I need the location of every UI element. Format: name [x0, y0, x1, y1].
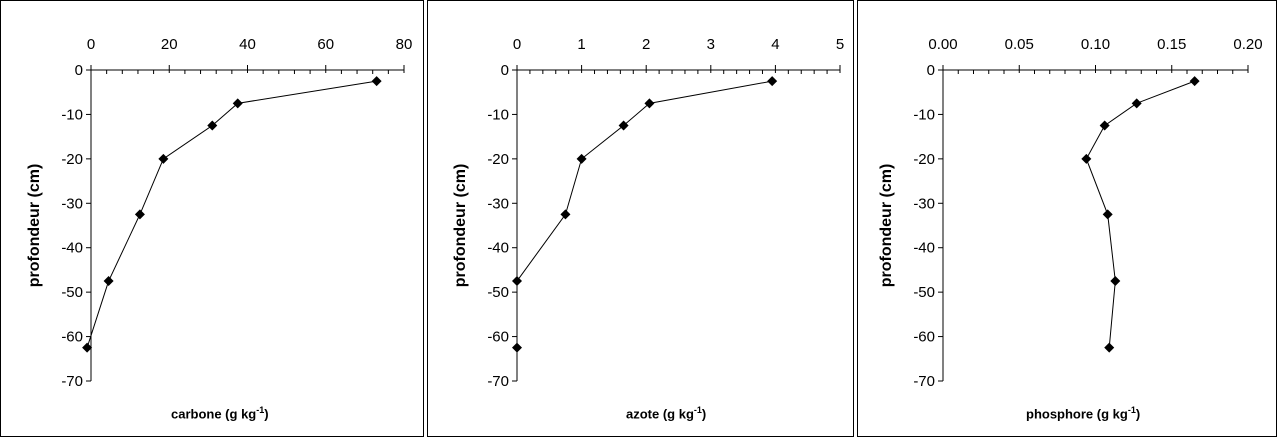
x-axis-label-text: phosphore (g kg — [1026, 406, 1128, 422]
x-tick-label: 1 — [577, 36, 585, 53]
y-tick-label: -40 — [487, 240, 509, 257]
x-axis-label-exponent: -1 — [256, 405, 265, 415]
y-tick-label: -20 — [61, 151, 83, 168]
x-tick-label: 0 — [513, 36, 521, 53]
x-axis-label-suffix: ) — [1135, 406, 1141, 422]
data-point-marker — [1099, 120, 1110, 131]
x-tick-label: 80 — [396, 36, 413, 53]
series-line — [86, 80, 377, 348]
x-tick-label: 0.00 — [928, 36, 957, 53]
x-tick-label: 5 — [836, 36, 844, 53]
data-point-marker — [512, 276, 522, 287]
chart-azote: 0 1 2 3 4 5 0 -10 -20 -30 -40 -50 -60 -70 profondeur (… — [452, 36, 844, 390]
y-tick-label: -60 — [487, 329, 509, 346]
y-tick-label: 0 — [927, 62, 935, 79]
data-point-marker — [82, 342, 93, 353]
data-point-marker — [1131, 98, 1142, 109]
y-tick-label: -50 — [61, 284, 83, 301]
y-tick-label: -20 — [913, 151, 935, 168]
x-axis-label-text: carbone (g kg — [171, 406, 257, 422]
y-tick-label: -10 — [487, 106, 509, 123]
x-tick-label: 0 — [87, 36, 95, 53]
chart-panel-phosphore: 0.00 0.05 0.10 0.15 0.20 0 -10 -20 -30 -40 -50 -60 -… — [857, 0, 1277, 437]
y-tick-label: -30 — [913, 195, 935, 212]
data-point-marker — [1104, 342, 1115, 353]
x-axis-label-exponent: -1 — [693, 405, 702, 415]
data-point-marker — [560, 209, 571, 220]
data-point-marker — [1189, 76, 1200, 87]
y-tick-label: -70 — [487, 373, 509, 390]
data-point-marker — [1081, 153, 1092, 164]
chart-panel-carbone: 0 20 40 60 80 0 -10 -20 -30 -40 -50 -60 -70 profondeu… — [0, 0, 424, 437]
data-point-marker — [134, 209, 145, 220]
y-axis-label: profondeur (cm) — [878, 164, 895, 288]
y-tick-label: -40 — [61, 240, 83, 257]
series-line — [516, 80, 773, 282]
x-axis-label-exponent: -1 — [1127, 405, 1136, 415]
data-point-marker — [207, 120, 218, 131]
y-tick-label: -30 — [487, 195, 509, 212]
x-tick-label: 4 — [771, 36, 779, 53]
x-axis-label-carbone: carbone (g kg-1) — [171, 405, 269, 421]
y-axis-label: profondeur (cm) — [26, 164, 43, 288]
x-tick-label: 40 — [239, 36, 256, 53]
y-tick-label: 0 — [501, 62, 509, 79]
y-tick-label: 0 — [75, 62, 83, 79]
x-axis-label-phosphore: phosphore (g kg-1) — [1026, 405, 1140, 421]
data-point-marker — [103, 276, 114, 287]
data-point-marker — [644, 98, 655, 109]
x-tick-label: 0.10 — [1081, 36, 1110, 53]
x-tick-label: 0.15 — [1157, 36, 1186, 53]
data-point-marker — [512, 342, 522, 353]
y-tick-label: -70 — [913, 373, 935, 390]
x-tick-label: 60 — [317, 36, 334, 53]
x-tick-label: 20 — [161, 36, 178, 53]
y-tick-label: -40 — [913, 240, 935, 257]
x-tick-label: 0.20 — [1233, 36, 1262, 53]
chart-carbone: 0 20 40 60 80 0 -10 -20 -30 -40 -50 -60 -70 profondeu… — [26, 36, 413, 390]
x-axis-label-text: azote (g kg — [626, 406, 694, 422]
data-point-marker — [576, 153, 587, 164]
y-tick-label: -60 — [61, 329, 83, 346]
x-tick-label: 3 — [707, 36, 715, 53]
y-tick-label: -50 — [487, 284, 509, 301]
y-tick-label: -10 — [913, 106, 935, 123]
data-point-marker — [232, 98, 243, 109]
y-axis-label: profondeur (cm) — [452, 164, 469, 288]
data-point-marker — [371, 76, 382, 87]
x-axis-label-suffix: ) — [264, 406, 269, 422]
y-tick-label: -10 — [61, 106, 83, 123]
y-tick-label: -30 — [61, 195, 83, 212]
x-axis-label-azote: azote (g kg-1) — [626, 405, 706, 421]
data-point-marker — [767, 76, 778, 87]
chart-phosphore: 0.00 0.05 0.10 0.15 0.20 0 -10 -20 -30 -40 -50 -60 -… — [878, 36, 1263, 390]
y-tick-label: -20 — [487, 151, 509, 168]
y-tick-label: -60 — [913, 329, 935, 346]
chart-panel-azote: 0 1 2 3 4 5 0 -10 -20 -30 -40 -50 -60 -70 profondeur (… — [427, 0, 854, 437]
series-line — [1085, 80, 1195, 348]
data-point-marker — [158, 153, 169, 164]
y-tick-label: -50 — [913, 284, 935, 301]
x-tick-label: 2 — [642, 36, 650, 53]
y-tick-label: -70 — [61, 373, 83, 390]
x-axis-label-suffix: ) — [701, 406, 707, 422]
data-point-marker — [1102, 209, 1113, 220]
x-tick-label: 0.05 — [1005, 36, 1034, 53]
data-point-marker — [618, 120, 629, 131]
data-point-marker — [1110, 276, 1121, 287]
